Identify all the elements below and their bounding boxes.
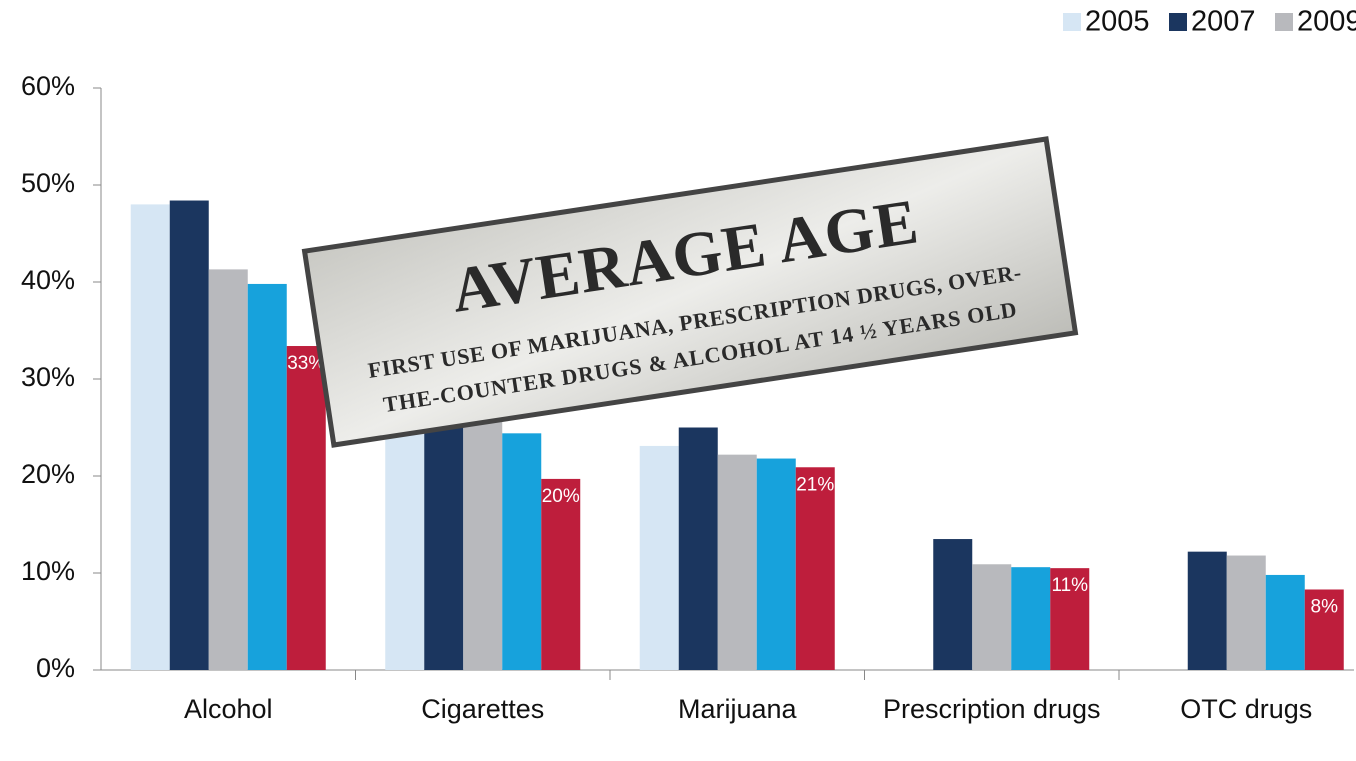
- bar: [541, 478, 581, 670]
- legend-swatch: [1275, 13, 1293, 31]
- bar: [972, 564, 1012, 670]
- bar: [717, 454, 757, 670]
- bar: [463, 417, 503, 670]
- bar: [1050, 568, 1090, 670]
- y-tick-label: 30%: [21, 362, 75, 392]
- bar: [385, 408, 425, 670]
- data-label: 33%: [287, 353, 325, 374]
- y-tick-label: 50%: [21, 168, 75, 198]
- data-label: 20%: [542, 486, 580, 507]
- bar: [1304, 589, 1344, 670]
- x-tick-label: OTC drugs: [1180, 694, 1313, 724]
- bar: [1011, 567, 1051, 670]
- bar: [208, 269, 248, 670]
- legend-swatch: [1063, 13, 1081, 31]
- bar: [1226, 555, 1266, 670]
- legend-label: 2007: [1191, 6, 1256, 38]
- x-tick-label: Marijuana: [677, 694, 797, 724]
- data-label: 8%: [1311, 597, 1339, 618]
- x-tick-label: Prescription drugs: [882, 694, 1101, 724]
- bar: [1265, 574, 1305, 670]
- bar: [1187, 551, 1227, 670]
- bar: [933, 539, 973, 670]
- bar: [286, 346, 326, 670]
- bar: [247, 283, 287, 670]
- y-tick-label: 20%: [21, 459, 75, 489]
- bar: [795, 467, 835, 670]
- legend-label: 2009: [1297, 6, 1356, 38]
- y-tick-label: 60%: [21, 71, 75, 101]
- y-tick-label: 10%: [21, 556, 75, 586]
- legend-label: 2005: [1085, 6, 1150, 38]
- data-label: 11%: [1051, 575, 1088, 596]
- y-tick-label: 40%: [21, 265, 75, 295]
- bar: [678, 427, 718, 670]
- legend-swatch: [1169, 13, 1187, 31]
- x-tick-label: Cigarettes: [421, 694, 545, 724]
- bar: [169, 200, 209, 670]
- y-tick-label: 0%: [36, 653, 75, 683]
- bar: [424, 398, 464, 670]
- sign-board: [301, 136, 1079, 448]
- data-label: 21%: [796, 474, 834, 495]
- bar: [130, 204, 170, 670]
- x-tick-label: Alcohol: [183, 694, 273, 724]
- bar: [639, 445, 679, 670]
- bar: [756, 458, 796, 670]
- bar: [502, 433, 542, 670]
